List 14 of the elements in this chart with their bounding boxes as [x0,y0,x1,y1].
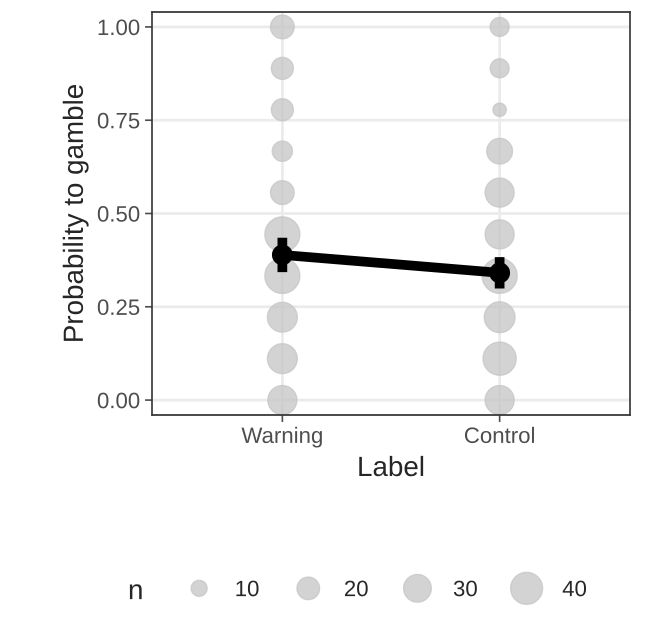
x-axis-title: Label [359,456,424,476]
legend-label: 10 [236,580,259,596]
x-tick-label: Control [464,426,534,444]
legend-label: 30 [454,580,477,596]
legend-label: 20 [344,580,368,596]
y-tick-label: 0.50 [98,206,140,222]
legend-title: n [130,584,142,600]
y-axis-title: Probability to gamble [62,85,89,341]
y-tick-label: 1.00 [98,19,140,36]
x-tick-label: Warning [242,426,322,448]
y-tick-label: 0.25 [98,299,140,316]
y-tick-label: 0.00 [98,392,140,408]
legend-label: 40 [562,580,586,596]
y-tick-label: 0.75 [98,112,140,128]
